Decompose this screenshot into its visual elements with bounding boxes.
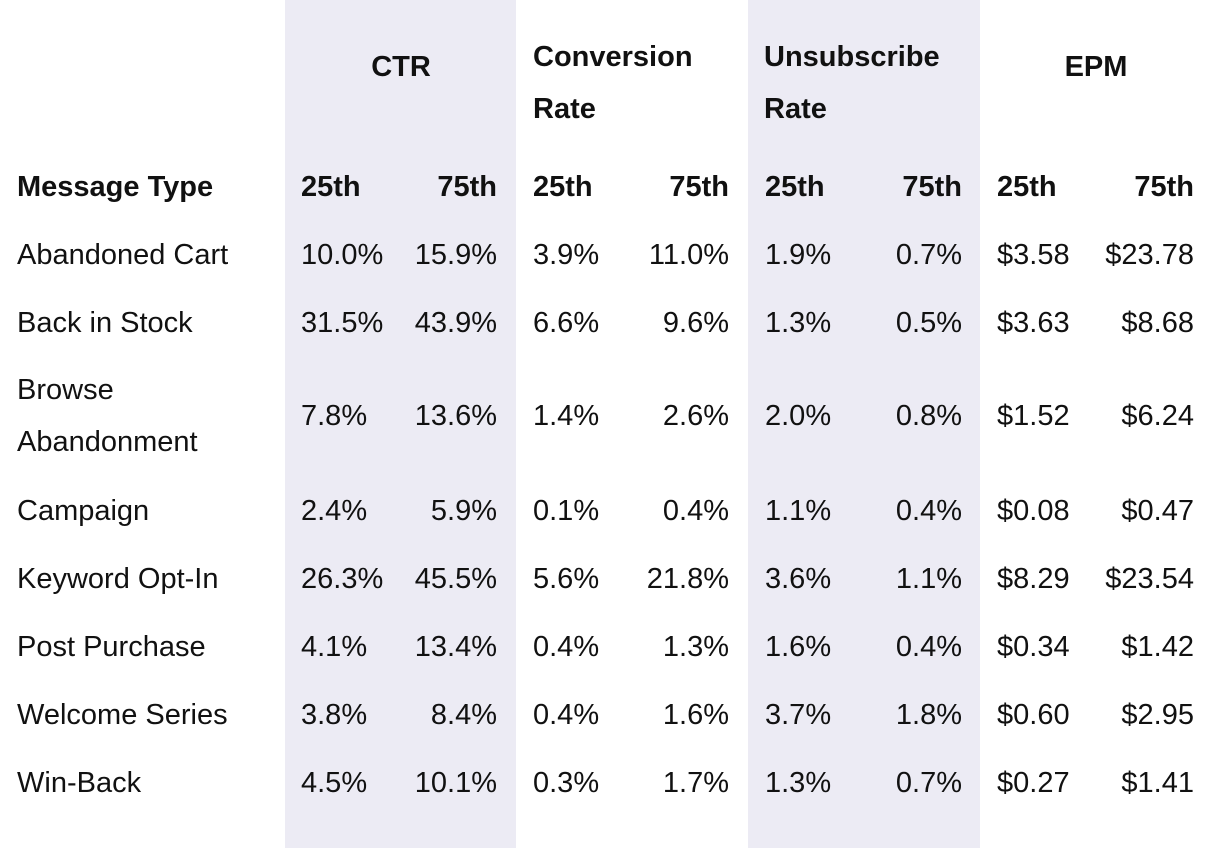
row-label: Browse Abandonment <box>17 374 198 458</box>
sub-header: 75th <box>902 171 962 203</box>
table-cell: 1.9% <box>765 239 832 271</box>
table-cell: 0.4% <box>533 631 600 663</box>
table-cell: 1.6% <box>765 631 832 663</box>
table-cell: 0.7% <box>895 239 962 271</box>
row-label: Abandoned Cart <box>17 239 229 271</box>
group-header: CTR <box>371 51 431 83</box>
table-cell: 1.4% <box>533 400 600 432</box>
row-label: Keyword Opt-In <box>17 563 219 595</box>
row-label: Back in Stock <box>17 307 193 339</box>
table-cell: $1.52 <box>997 400 1070 432</box>
table-cell: 3.9% <box>533 239 600 271</box>
table-cell: $2.95 <box>1121 699 1194 731</box>
table-cell: 1.3% <box>765 767 832 799</box>
table-cell: 1.6% <box>662 699 729 731</box>
row-header: Message Type <box>17 171 214 203</box>
table-cell: 0.4% <box>895 631 962 663</box>
table-cell: $0.34 <box>997 631 1070 663</box>
row-label: Post Purchase <box>17 631 206 663</box>
table-cell: $0.27 <box>997 767 1070 799</box>
table-cell: $6.24 <box>1121 400 1194 432</box>
table-cell: 31.5% <box>301 307 384 339</box>
table-cell: 0.4% <box>662 495 729 527</box>
sub-header: 25th <box>765 171 825 203</box>
table-cell: 1.1% <box>765 495 832 527</box>
table-cell: 13.4% <box>414 631 497 663</box>
table-cell: $3.58 <box>997 239 1070 271</box>
table-cell: 10.0% <box>301 239 384 271</box>
table-cell: 1.7% <box>662 767 729 799</box>
table-cell: $0.60 <box>997 699 1070 731</box>
table-cell: 3.7% <box>765 699 832 731</box>
table-cell: 21.8% <box>646 563 729 595</box>
table-cell: 6.6% <box>533 307 600 339</box>
sub-header: 75th <box>1134 171 1194 203</box>
table-cell: 8.4% <box>430 699 497 731</box>
table-cell: 26.3% <box>301 563 384 595</box>
table-cell: 43.9% <box>414 307 497 339</box>
table-cell: 0.7% <box>895 767 962 799</box>
table-cell: $1.41 <box>1121 767 1194 799</box>
table-cell: 13.6% <box>414 400 497 432</box>
table-cell: 1.1% <box>895 563 962 595</box>
table-cell: $0.08 <box>997 495 1070 527</box>
table-cell: 1.8% <box>895 699 962 731</box>
group-header: Conversion Rate <box>533 41 693 125</box>
table-cell: 2.6% <box>662 400 729 432</box>
sub-header: 75th <box>669 171 729 203</box>
group-header: EPM <box>1064 51 1128 83</box>
table-cell: 3.6% <box>765 563 832 595</box>
table-cell: $1.42 <box>1121 631 1194 663</box>
row-label: Welcome Series <box>17 699 228 731</box>
table-cell: $23.54 <box>1105 563 1194 595</box>
row-label: Campaign <box>17 495 150 527</box>
table-cell: $8.68 <box>1121 307 1194 339</box>
table-cell: $8.29 <box>997 563 1070 595</box>
column-shade <box>285 0 516 848</box>
table-cell: 3.8% <box>301 699 368 731</box>
table-cell: 5.9% <box>430 495 497 527</box>
table-cell: 2.0% <box>765 400 832 432</box>
table-cell: 15.9% <box>414 239 497 271</box>
table-cell: 9.6% <box>662 307 729 339</box>
sub-header: 25th <box>997 171 1057 203</box>
sub-header: 75th <box>437 171 497 203</box>
table-cell: 11.0% <box>648 239 729 271</box>
group-header: Unsubscribe Rate <box>764 41 940 125</box>
table-cell: 1.3% <box>662 631 729 663</box>
table-cell: 0.3% <box>533 767 600 799</box>
table-cell: 10.1% <box>414 767 497 799</box>
table-cell: 0.5% <box>895 307 962 339</box>
table-cell: 2.4% <box>301 495 368 527</box>
row-label: Win-Back <box>17 767 142 799</box>
sub-header: 25th <box>533 171 593 203</box>
table-cell: 4.5% <box>301 767 368 799</box>
table-cell: 5.6% <box>533 563 600 595</box>
table-cell: 45.5% <box>414 563 497 595</box>
sub-header: 25th <box>301 171 361 203</box>
table-cell: 1.3% <box>765 307 832 339</box>
table-cell: $23.78 <box>1105 239 1194 271</box>
table-cell: 7.8% <box>301 400 368 432</box>
table-cell: $3.63 <box>997 307 1070 339</box>
table-cell: $0.47 <box>1121 495 1194 527</box>
table-cell: 0.8% <box>895 400 962 432</box>
table-cell: 0.1% <box>533 495 600 527</box>
column-shade <box>748 0 980 848</box>
table-cell: 0.4% <box>895 495 962 527</box>
table-cell: 4.1% <box>301 631 368 663</box>
table-cell: 0.4% <box>533 699 600 731</box>
